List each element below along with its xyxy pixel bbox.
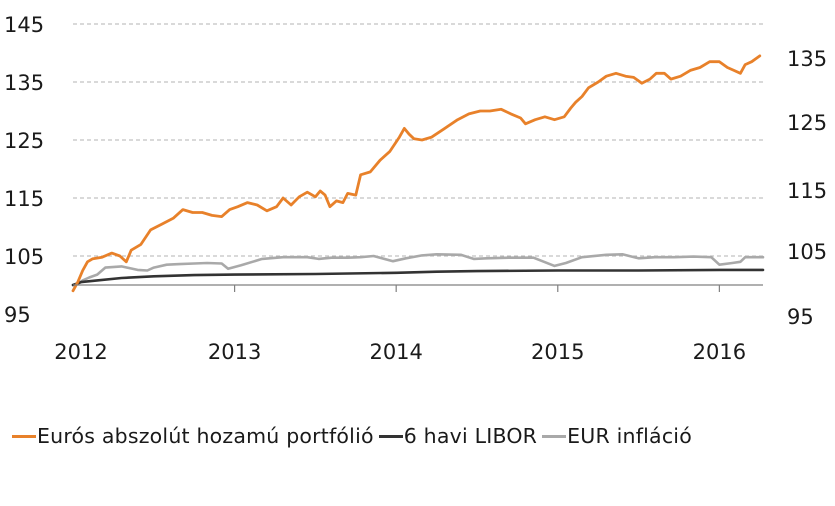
legend-item-portfolio: Eurós abszolút hozamú portfólió — [12, 424, 379, 448]
x-tick-label: 2016 — [693, 340, 746, 364]
legend-item-libor: 6 havi LIBOR — [378, 424, 542, 448]
series-line-1 — [71, 268, 765, 287]
legend-label-portfolio: Eurós abszolút hozamú portfólió — [37, 424, 374, 448]
y-left-tick-label: 95 — [4, 303, 31, 327]
y-left-tick-label: 135 — [4, 71, 44, 95]
legend-label-libor: 6 havi LIBOR — [403, 424, 538, 448]
legend-label-inflation: EUR infláció — [567, 424, 692, 448]
legend-swatch-portfolio — [12, 434, 36, 438]
legend-item-inflation: EUR infláció — [542, 424, 697, 448]
x-tick-label: 2014 — [369, 340, 422, 364]
y-right-tick-label: 105 — [787, 240, 827, 264]
y-right-tick-label: 115 — [787, 179, 827, 203]
y-left-tick-label: 105 — [4, 245, 44, 269]
legend: Eurós abszolút hozamú portfólió 6 havi L… — [12, 422, 697, 450]
y-right-tick-label: 95 — [787, 305, 814, 329]
y-right-tick-label: 135 — [787, 47, 827, 71]
legend-swatch-inflation — [542, 434, 567, 438]
y-left-tick-label: 115 — [4, 187, 44, 211]
y-axis-right: 135 125 115 105 95 — [787, 47, 827, 329]
y-right-tick-label: 125 — [787, 111, 827, 135]
x-tick-label: 2012 — [54, 340, 107, 364]
y-left-tick-label: 125 — [4, 129, 44, 153]
series-line-2 — [71, 253, 765, 287]
series-lines — [71, 54, 765, 293]
x-tick-label: 2015 — [531, 340, 584, 364]
x-tick-label: 2013 — [208, 340, 261, 364]
y-left-tick-label: 145 — [4, 13, 44, 37]
y-axis-left: 145 135 125 115 105 95 — [4, 13, 44, 327]
x-axis: 2012 2013 2014 2015 2016 — [54, 284, 763, 364]
series-line-0 — [71, 54, 762, 293]
legend-swatch-libor — [378, 434, 403, 438]
